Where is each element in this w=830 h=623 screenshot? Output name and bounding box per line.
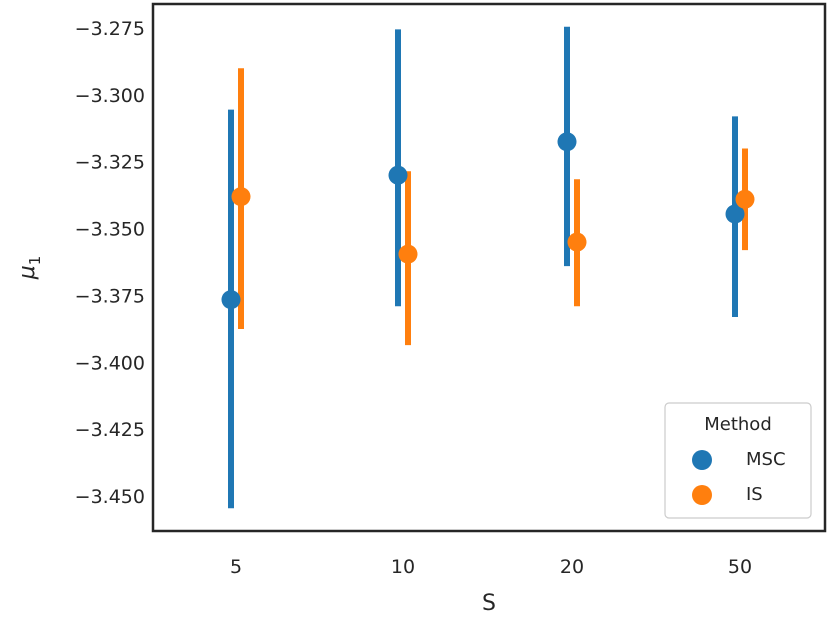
x-tick-labels: 5 10 20 50 (230, 556, 752, 578)
data-point (388, 165, 408, 185)
data-point (231, 187, 251, 207)
points-IS (231, 187, 755, 264)
y-tick-labels: −3.275 −3.300 −3.325 −3.350 −3.375 −3.400 −3.4… (75, 18, 145, 508)
data-point (221, 290, 241, 310)
y-axis-label-sub: 1 (26, 256, 44, 266)
legend-title: Method (704, 414, 772, 435)
legend-marker (692, 450, 712, 470)
y-tick-label: −3.300 (75, 85, 145, 107)
y-tick-label: −3.350 (75, 219, 145, 241)
legend: Method MSC IS (664, 402, 812, 519)
legend-label: MSC (746, 449, 786, 470)
y-axis-label-base: μ (15, 265, 40, 280)
x-axis-label: S (482, 591, 496, 616)
x-tick-label: 10 (391, 556, 415, 578)
series-IS (238, 68, 748, 346)
y-tick-label: −3.325 (75, 152, 145, 174)
points-MSC (221, 132, 745, 310)
series-MSC (228, 26, 738, 509)
y-tick-label: −3.275 (75, 18, 145, 40)
legend-items: MSC IS (692, 449, 786, 505)
y-tick-label: −3.425 (75, 419, 145, 441)
data-point (567, 232, 587, 252)
y-tick-label: −3.375 (75, 285, 145, 307)
data-point (725, 204, 745, 224)
x-tick-label: 5 (230, 556, 242, 578)
x-tick-label: 20 (560, 556, 584, 578)
legend-label: IS (746, 484, 763, 505)
data-point (557, 132, 577, 152)
y-tick-label: −3.400 (75, 352, 145, 374)
y-tick-label: −3.450 (75, 486, 145, 508)
series-layer (221, 26, 755, 509)
plot-frame (151, 2, 827, 533)
y-axis-label: μ1 (15, 256, 44, 281)
data-point (398, 244, 418, 264)
x-tick-label: 50 (728, 556, 752, 578)
data-point (735, 189, 755, 209)
legend-marker (692, 485, 712, 505)
